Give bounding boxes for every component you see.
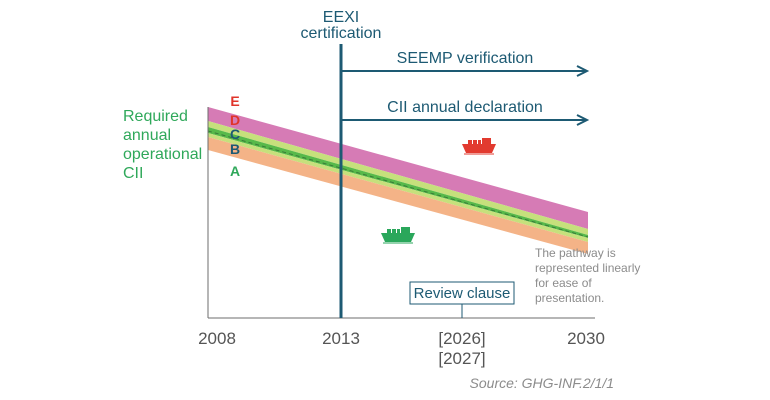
grade-c: C: [230, 126, 240, 142]
band-e: [208, 107, 588, 229]
note-line1: The pathway is: [535, 246, 616, 260]
note-line3: for ease of: [535, 276, 592, 290]
eexi-label-line1: EEXI: [323, 9, 359, 26]
band-d: [208, 121, 588, 235]
note-line2: represented linearly: [535, 261, 640, 275]
grade-letters: E D C B A: [230, 93, 240, 179]
required-cii-line4: CII: [123, 165, 143, 182]
tick-2030: 2030: [567, 329, 605, 348]
grade-a: A: [230, 163, 240, 179]
grade-b: B: [230, 141, 240, 157]
seemp-arrow: [341, 65, 590, 77]
tick-2027: [2027]: [438, 349, 485, 368]
tick-2013: 2013: [322, 329, 360, 348]
required-cii-line1: Required: [123, 108, 188, 125]
band-a: [208, 137, 588, 254]
cargo-ship-icon: [381, 227, 415, 244]
review-clause-label: Review clause: [414, 285, 511, 302]
tick-2026: [2026]: [438, 329, 485, 348]
required-cii-dashed-line: [207, 130, 589, 238]
rating-bands: [207, 107, 589, 254]
required-cii-line3: operational: [123, 146, 202, 163]
cii-declaration-label: CII annual declaration: [387, 99, 543, 116]
band-c: [208, 127, 588, 238]
source-caption: Source: GHG-INF.2/1/1: [470, 375, 614, 391]
required-cii-label: Required annual operational CII: [123, 108, 202, 182]
axes: [207, 107, 595, 319]
note-line4: presentation.: [535, 291, 604, 305]
cargo-ship-icon: [462, 138, 496, 155]
cii-declaration-arrow: [341, 114, 590, 126]
tick-2008: 2008: [198, 329, 236, 348]
x-axis-ticks: 2008 2013 [2026] [2027] 2030: [198, 329, 605, 368]
band-b: [208, 133, 588, 242]
review-clause-box: [409, 281, 515, 318]
grade-e: E: [230, 93, 239, 109]
grade-d: D: [230, 112, 240, 128]
linear-note: The pathway is represented linearly for …: [535, 246, 640, 305]
required-cii-line2: annual: [123, 127, 171, 144]
eexi-label-line2: certification: [301, 25, 382, 42]
seemp-label: SEEMP verification: [397, 50, 534, 67]
